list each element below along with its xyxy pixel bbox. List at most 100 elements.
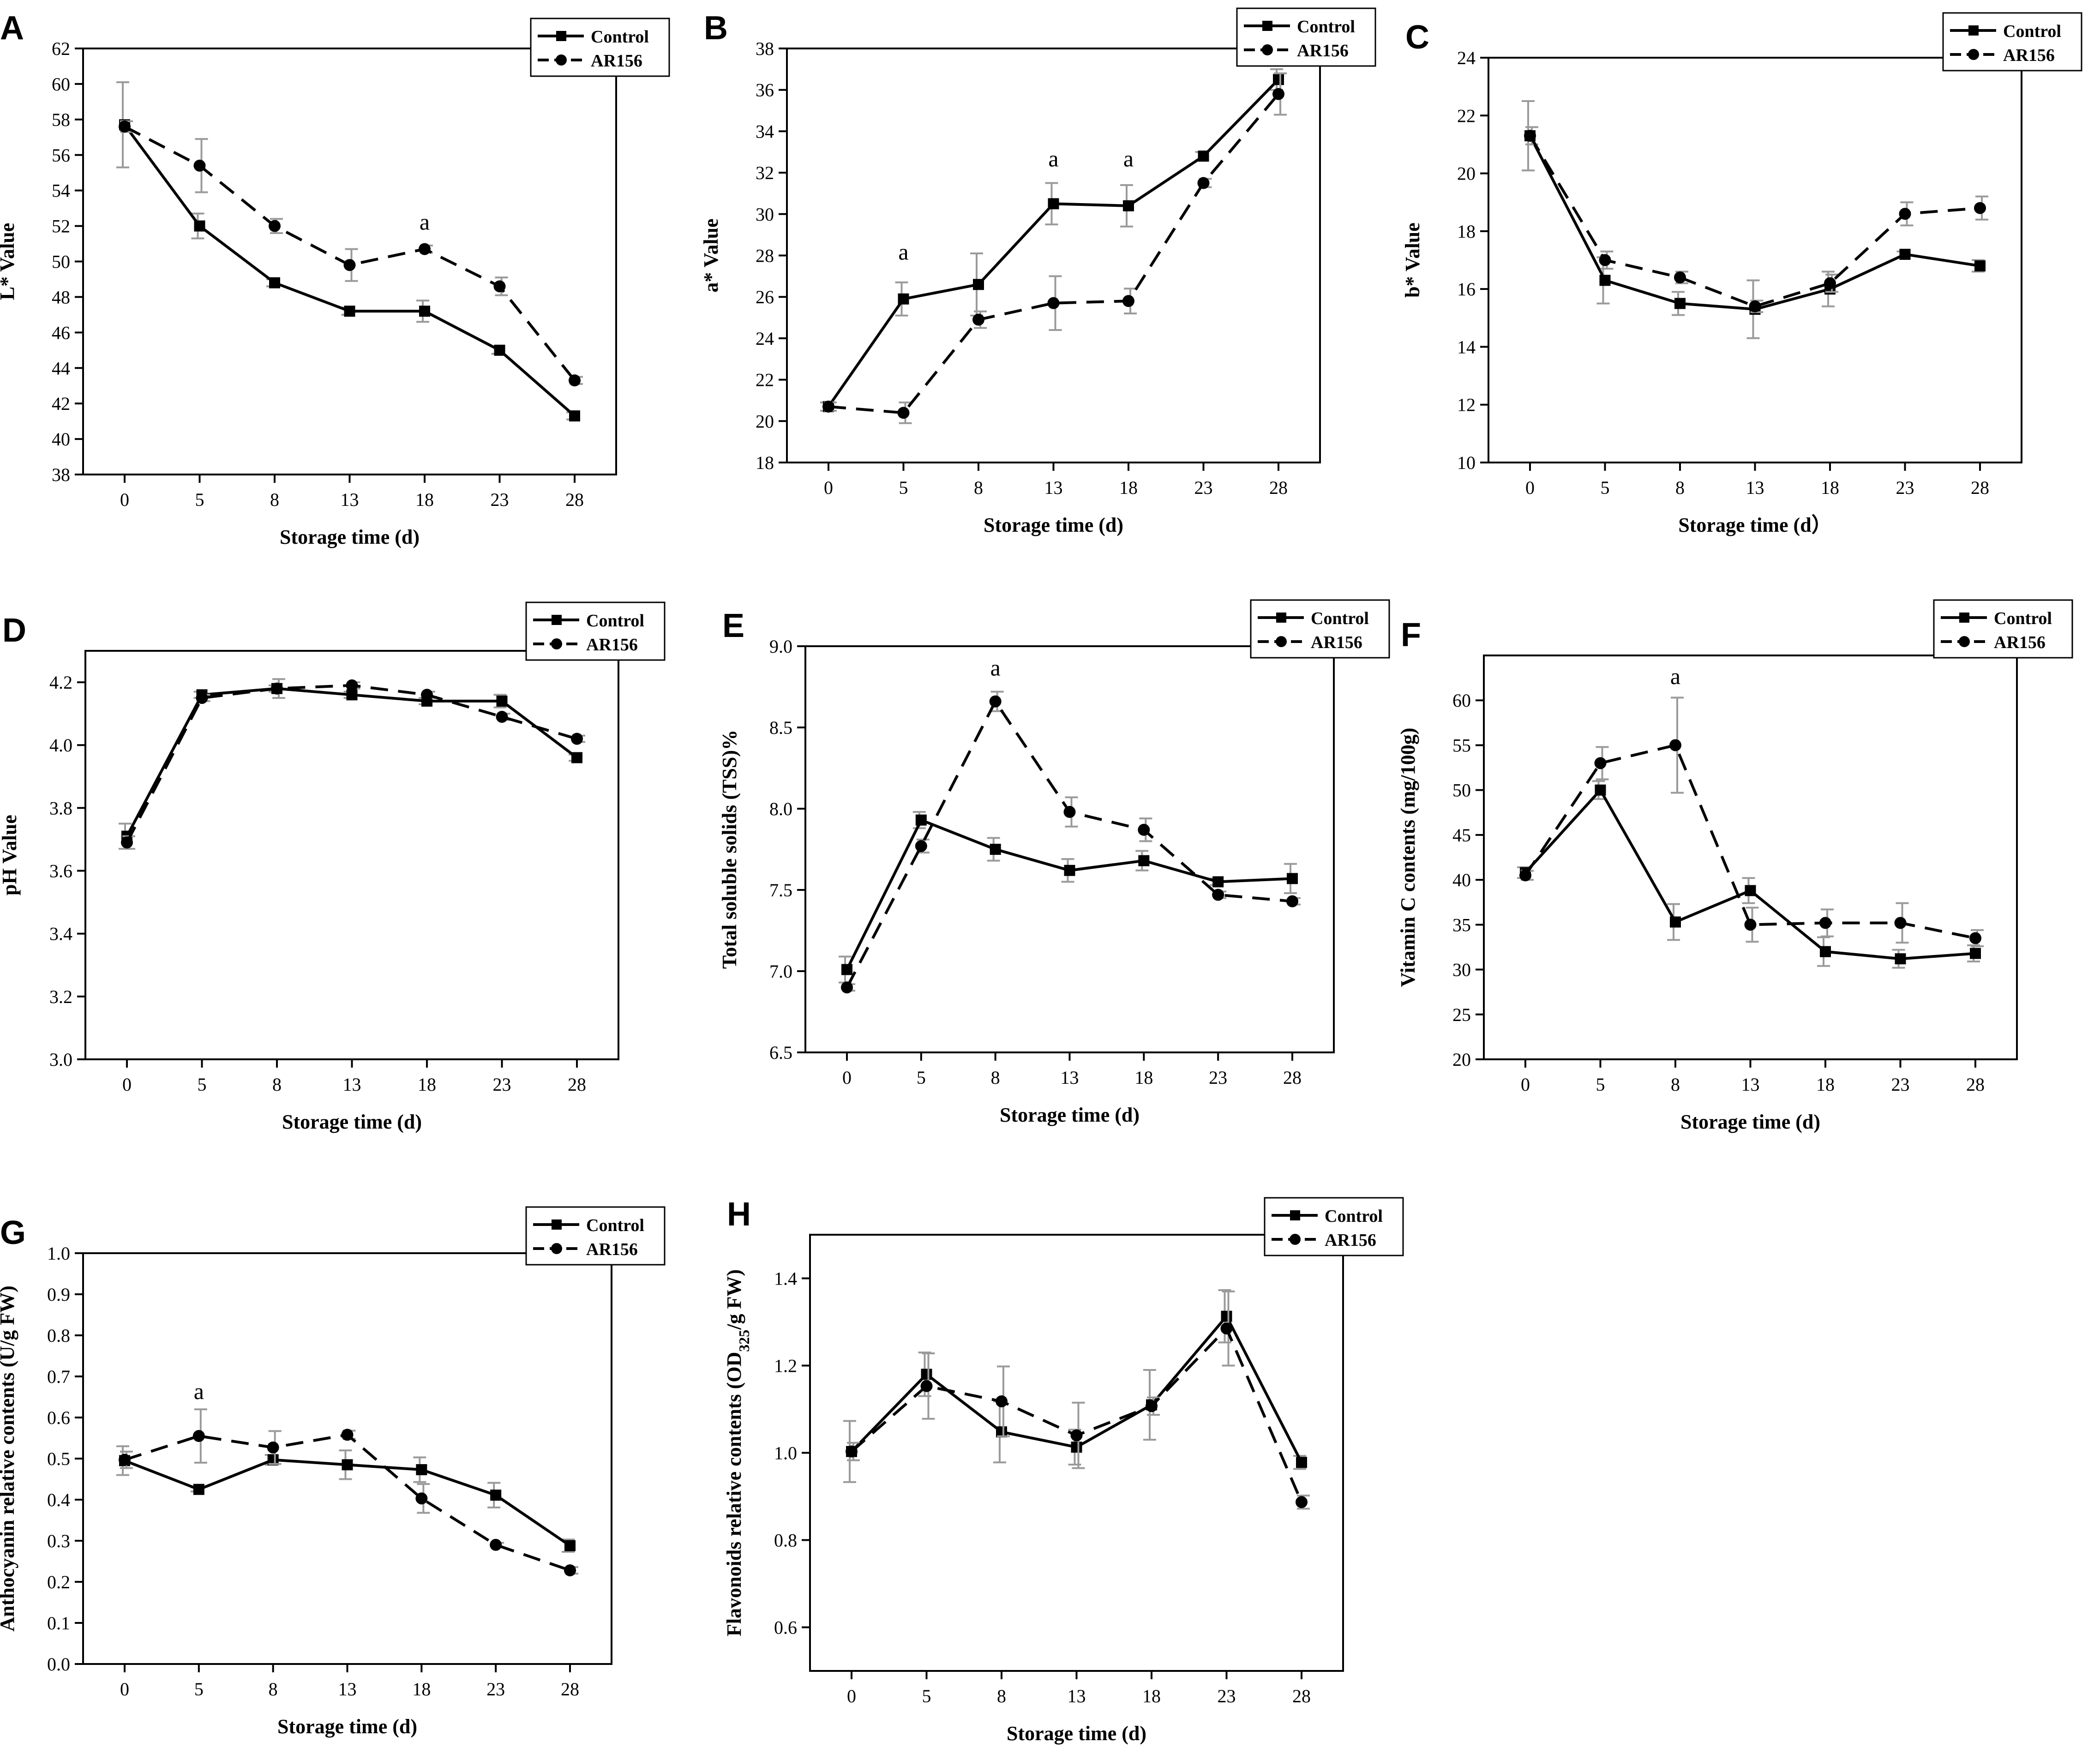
y-tick-label: 0.6 <box>774 1617 797 1638</box>
x-tick-label: 28 <box>1971 477 1989 498</box>
data-point <box>846 1445 858 1458</box>
data-point <box>1819 917 1831 929</box>
legend-label: AR156 <box>586 635 638 655</box>
y-tick-label: 10 <box>1457 452 1476 473</box>
data-point <box>822 400 834 413</box>
data-point <box>119 1454 131 1466</box>
legend-label: AR156 <box>586 1240 638 1259</box>
legend-label: Control <box>591 27 649 47</box>
data-point <box>194 220 205 232</box>
x-tick-label: 13 <box>341 489 359 510</box>
x-tick-label: 8 <box>269 1679 278 1700</box>
y-axis-label: Vitamin C contents (mg/100g) <box>1397 728 1419 987</box>
data-point <box>1970 948 1981 959</box>
legend-marker <box>1276 636 1287 647</box>
data-point <box>1524 130 1536 142</box>
data-point <box>1212 889 1224 901</box>
data-point <box>1749 300 1761 312</box>
data-point <box>990 844 1001 855</box>
data-point <box>192 1430 205 1442</box>
x-tick-label: 18 <box>418 1074 436 1095</box>
series-ar156 <box>1519 697 1984 947</box>
x-axis-label: Storage time (d） <box>1678 514 1831 536</box>
data-point <box>1296 1457 1307 1468</box>
data-point <box>1063 806 1076 818</box>
y-tick-label: 52 <box>52 216 70 237</box>
x-tick-label: 5 <box>1596 1074 1605 1095</box>
data-point <box>490 1490 502 1501</box>
x-tick-label: 13 <box>1741 1074 1760 1095</box>
y-tick-label: 3.6 <box>49 861 72 882</box>
x-axis-label: Storage time (d) <box>1007 1722 1146 1745</box>
data-point <box>841 981 853 994</box>
x-tick-label: 8 <box>1675 477 1685 498</box>
legend-box <box>525 601 666 661</box>
x-tick-label: 0 <box>1521 1074 1530 1095</box>
x-tick-label: 0 <box>824 477 833 498</box>
data-point <box>1123 200 1134 211</box>
data-point <box>564 1540 576 1551</box>
data-point <box>1895 953 1906 965</box>
data-point <box>1064 865 1075 876</box>
series-ar156 <box>121 678 585 850</box>
x-tick-label: 13 <box>1061 1067 1079 1088</box>
data-point <box>1286 895 1298 907</box>
y-tick-label: 3.0 <box>49 1049 72 1070</box>
y-tick-label: 34 <box>756 121 774 142</box>
data-point <box>419 306 430 317</box>
legend-marker <box>1290 1234 1301 1245</box>
legend: Control AR156 <box>1250 599 1390 659</box>
legend-marker <box>551 1243 562 1254</box>
x-tick-label: 23 <box>1194 477 1213 498</box>
data-point <box>1138 855 1150 866</box>
x-tick-label: 5 <box>194 1679 204 1700</box>
x-tick-label: 28 <box>1269 477 1288 498</box>
significance-annotation: a <box>1670 663 1680 689</box>
y-tick-label: 16 <box>1457 279 1476 300</box>
series-ar156 <box>119 120 583 387</box>
legend: Control AR156 <box>525 601 666 661</box>
y-tick-label: 62 <box>52 38 70 59</box>
legend-label: Control <box>586 611 644 631</box>
series-ar156 <box>822 72 1287 424</box>
data-point <box>1221 1310 1232 1322</box>
y-axis-label: Anthocyanin relative contents (U/g FW) <box>0 1285 18 1632</box>
x-tick-label: 18 <box>1142 1686 1161 1706</box>
x-tick-label: 0 <box>122 1074 132 1095</box>
y-tick-label: 20 <box>1452 1049 1471 1070</box>
data-point <box>1594 757 1607 769</box>
y-axis-label: b* Value <box>1401 222 1424 298</box>
y-tick-label: 20 <box>756 411 774 432</box>
data-point <box>921 1369 932 1380</box>
data-point <box>193 159 206 172</box>
x-axis-label: Storage time (d) <box>277 1715 417 1738</box>
x-tick-label: 13 <box>338 1679 357 1700</box>
x-tick-label: 28 <box>561 1679 579 1700</box>
data-point <box>1197 177 1210 189</box>
data-point <box>494 344 505 356</box>
data-point <box>490 1538 502 1551</box>
legend-label: AR156 <box>1994 633 2046 652</box>
data-point <box>571 752 582 763</box>
legend: Control AR156 <box>525 1206 666 1266</box>
data-point <box>898 293 909 305</box>
y-tick-label: 20 <box>1457 163 1476 184</box>
data-point <box>269 277 280 288</box>
x-tick-label: 0 <box>842 1067 852 1088</box>
x-tick-label: 0 <box>120 489 129 510</box>
significance-annotation: a <box>898 239 908 264</box>
data-point <box>1824 277 1836 289</box>
x-tick-label: 0 <box>120 1679 129 1700</box>
data-point <box>1899 248 1911 260</box>
data-point <box>1669 739 1681 751</box>
significance-annotation: a <box>1123 146 1134 172</box>
y-tick-label: 50 <box>52 252 70 272</box>
legend-label: AR156 <box>1297 41 1349 60</box>
x-tick-label: 18 <box>412 1679 431 1700</box>
legend-marker <box>1262 44 1273 55</box>
data-point <box>415 1492 428 1505</box>
data-point <box>271 682 283 695</box>
legend: Control AR156 <box>1933 599 2073 659</box>
panel-letter: B <box>704 10 728 47</box>
